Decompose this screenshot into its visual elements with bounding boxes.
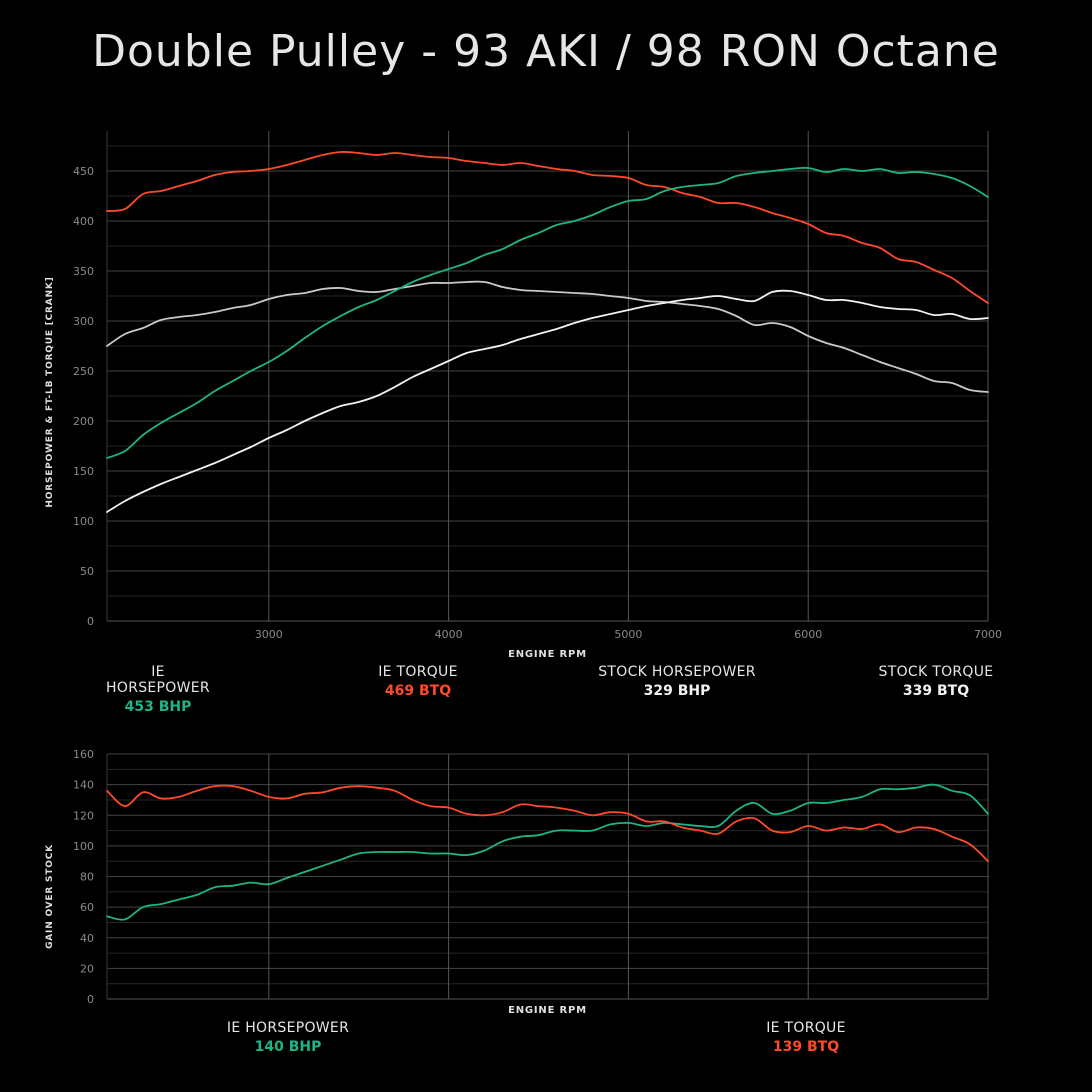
power-series-ie-horsepower xyxy=(106,166,989,459)
power-ytick-label: 450 xyxy=(73,165,94,178)
gain-series-ie-horsepower xyxy=(106,783,989,921)
legend-stock-horsepower: STOCK HORSEPOWER 329 BHP xyxy=(596,664,758,699)
legend-value: 140 BHP xyxy=(254,1039,322,1055)
power-y-axis-label: HORSEPOWER & FT-LB TORQUE [CRANK] xyxy=(45,276,55,507)
legend-ie-horsepower: IE HORSEPOWER 453 BHP xyxy=(98,664,218,715)
gain-series-ie-torque xyxy=(106,784,989,863)
legend-value: 339 BTQ xyxy=(902,683,970,699)
power-ytick-label: 100 xyxy=(73,515,94,528)
power-series-stock-horsepower xyxy=(106,289,989,513)
gain-ytick-label: 120 xyxy=(73,809,94,822)
gain-legend-ie-horsepower: IE HORSEPOWER 140 BHP xyxy=(218,1020,358,1055)
gain-ytick-label: 60 xyxy=(80,901,94,914)
power-ytick-label: 400 xyxy=(73,215,94,228)
gain-ytick-label: 140 xyxy=(73,779,94,792)
legend-label: IE TORQUE xyxy=(378,664,458,680)
power-xtick-label: 3000 xyxy=(255,628,283,641)
legend-ie-torque: IE TORQUE 469 BTQ xyxy=(358,664,478,699)
legend-value: 453 BHP xyxy=(124,699,192,715)
gain-ytick-label: 100 xyxy=(73,840,94,853)
legend-label: IE TORQUE xyxy=(766,1020,846,1036)
legend-value: 469 BTQ xyxy=(384,683,452,699)
legend-label: STOCK HORSEPOWER xyxy=(598,664,756,680)
power-x-axis-label: ENGINE RPM xyxy=(508,649,587,660)
gain-ytick-label: 0 xyxy=(87,993,94,1006)
legend-stock-torque: STOCK TORQUE 339 BTQ xyxy=(872,664,1000,699)
gain-ytick-label: 80 xyxy=(80,871,94,884)
legend-label: IE HORSEPOWER xyxy=(226,1020,350,1036)
gain-x-axis-label: ENGINE RPM xyxy=(508,1005,587,1016)
power-ytick-label: 350 xyxy=(73,265,94,278)
legend-label: STOCK TORQUE xyxy=(878,664,994,680)
legend-label: IE HORSEPOWER xyxy=(106,664,210,696)
power-xtick-label: 5000 xyxy=(614,628,642,641)
power-ytick-label: 0 xyxy=(87,615,94,628)
power-ytick-label: 200 xyxy=(73,415,94,428)
gain-y-axis-label: GAIN OVER STOCK xyxy=(45,844,55,949)
gain-ytick-label: 160 xyxy=(73,748,94,761)
power-ytick-label: 250 xyxy=(73,365,94,378)
chart-title: Double Pulley - 93 AKI / 98 RON Octane xyxy=(92,26,1000,77)
power-ytick-label: 300 xyxy=(73,315,94,328)
power-xtick-label: 4000 xyxy=(435,628,463,641)
legend-value: 139 BTQ xyxy=(772,1039,840,1055)
power-series-ie-torque xyxy=(106,151,989,304)
gain-ytick-label: 20 xyxy=(80,962,94,975)
power-series-stock-torque xyxy=(106,280,989,393)
power-xtick-label: 6000 xyxy=(794,628,822,641)
gain-ytick-label: 40 xyxy=(80,932,94,945)
gain-legend-ie-torque: IE TORQUE 139 BTQ xyxy=(746,1020,866,1055)
power-xtick-label: 7000 xyxy=(974,628,1002,641)
power-ytick-label: 50 xyxy=(80,565,94,578)
power-ytick-label: 150 xyxy=(73,465,94,478)
legend-value: 329 BHP xyxy=(643,683,711,699)
